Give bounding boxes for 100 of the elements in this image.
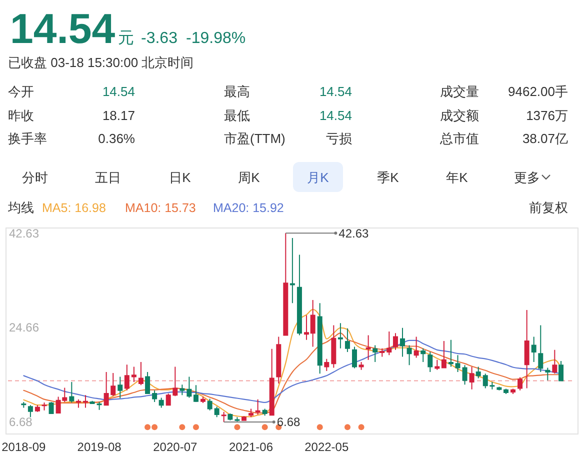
y-tick-label: 6.68	[9, 415, 33, 430]
candlestick	[496, 386, 502, 391]
candlestick	[558, 360, 564, 382]
candlestick	[352, 346, 357, 369]
text: 最高	[224, 84, 250, 99]
candlestick	[131, 366, 136, 382]
candlestick	[290, 237, 295, 304]
candlestick	[90, 400, 95, 405]
candlestick	[276, 336, 282, 384]
text: MA5: 16.98	[42, 201, 106, 215]
candlestick	[69, 381, 74, 403]
candlestick	[469, 366, 474, 390]
text: 0.36%	[98, 131, 136, 146]
candlestick	[158, 397, 164, 408]
candlestick	[545, 367, 550, 381]
text: 最低	[224, 108, 250, 123]
text: -19.98%	[186, 30, 246, 47]
candlestick	[372, 344, 378, 363]
candlestick	[324, 358, 330, 372]
candlestick	[552, 349, 558, 374]
candlestick	[96, 401, 102, 410]
candlestick	[296, 254, 302, 336]
chart-title: 14.54	[319, 108, 352, 123]
y-tick-label: 42.63	[9, 226, 40, 240]
candlestick	[214, 406, 220, 418]
candlestick	[180, 384, 185, 396]
text: 成交额	[440, 108, 479, 123]
candlestick	[200, 396, 206, 404]
candlestick	[283, 232, 288, 336]
text: 换手率	[8, 131, 47, 146]
candlestick	[42, 402, 47, 411]
text: 季K	[377, 170, 400, 185]
text: -3.63	[141, 30, 178, 47]
candlestick	[138, 362, 144, 386]
y-tick-label: 24.66	[9, 320, 40, 335]
candlestick	[207, 398, 212, 411]
candlestick	[338, 322, 343, 349]
candlestick	[269, 348, 274, 416]
text: 今开	[8, 84, 34, 99]
candlestick	[193, 384, 198, 402]
candlestick	[255, 398, 260, 416]
candlestick	[28, 404, 33, 418]
candlestick	[510, 388, 516, 395]
candlestick	[82, 394, 88, 408]
candlestick	[400, 327, 406, 358]
text: 年K	[446, 170, 468, 185]
annotation: 42.63	[338, 226, 370, 240]
candlestick	[241, 416, 246, 422]
x-tick-label: 2020-07	[153, 440, 198, 454]
candlestick	[152, 390, 158, 402]
candlestick	[118, 376, 123, 399]
candlestick	[331, 324, 336, 368]
text: 日K	[169, 170, 192, 185]
candlestick	[145, 371, 150, 395]
candlestick	[428, 352, 433, 372]
candlestick	[48, 401, 54, 415]
chart-subtitle: 已收盘 03-18 15:30:00 北京时间	[8, 55, 194, 70]
text: 成交量	[440, 84, 479, 99]
text: 更多	[514, 170, 540, 185]
text: 亏损	[326, 131, 352, 146]
candlestick	[538, 324, 544, 372]
text: 9462.00手	[508, 84, 568, 99]
annotation: 6.68	[276, 415, 301, 430]
candlestick	[392, 332, 398, 350]
text: 38.07亿	[522, 131, 568, 146]
candlestick	[124, 364, 130, 391]
x-tick-label: 2019-08	[77, 440, 122, 454]
text: 昨收	[8, 108, 34, 123]
text: 元	[118, 30, 134, 47]
text: 总市值	[439, 131, 479, 146]
candlestick	[524, 309, 530, 389]
text: 1376万	[526, 108, 568, 123]
legend-title: 均线	[7, 200, 34, 215]
candlestick	[518, 376, 523, 391]
text: 五日	[95, 170, 121, 185]
x-tick-label: 2022-05	[304, 440, 349, 454]
candlestick	[262, 408, 268, 416]
text: 14.54	[10, 5, 116, 52]
text: 14.54	[102, 84, 135, 99]
text: 市盈(TTM)	[224, 131, 286, 146]
candlestick	[462, 364, 468, 386]
candlestick	[21, 401, 26, 408]
text: 18.17	[102, 108, 135, 123]
candlestick	[441, 340, 446, 369]
text: 分时	[22, 170, 48, 185]
candlestick	[358, 362, 364, 370]
text: 14.54	[319, 84, 352, 99]
candlestick	[448, 339, 454, 368]
candlestick	[234, 416, 240, 422]
candlestick	[248, 408, 254, 418]
x-tick-label: 2018-09	[2, 440, 46, 454]
text: MA10: 15.73	[125, 201, 196, 215]
candlestick	[414, 336, 419, 358]
text: MA20: 15.92	[213, 201, 284, 215]
candlestick	[455, 354, 460, 372]
text: 前复权	[529, 200, 568, 215]
candlestick	[221, 411, 226, 423]
text: 周K	[238, 170, 260, 185]
candlestick	[366, 334, 371, 360]
candlestick	[344, 328, 350, 353]
